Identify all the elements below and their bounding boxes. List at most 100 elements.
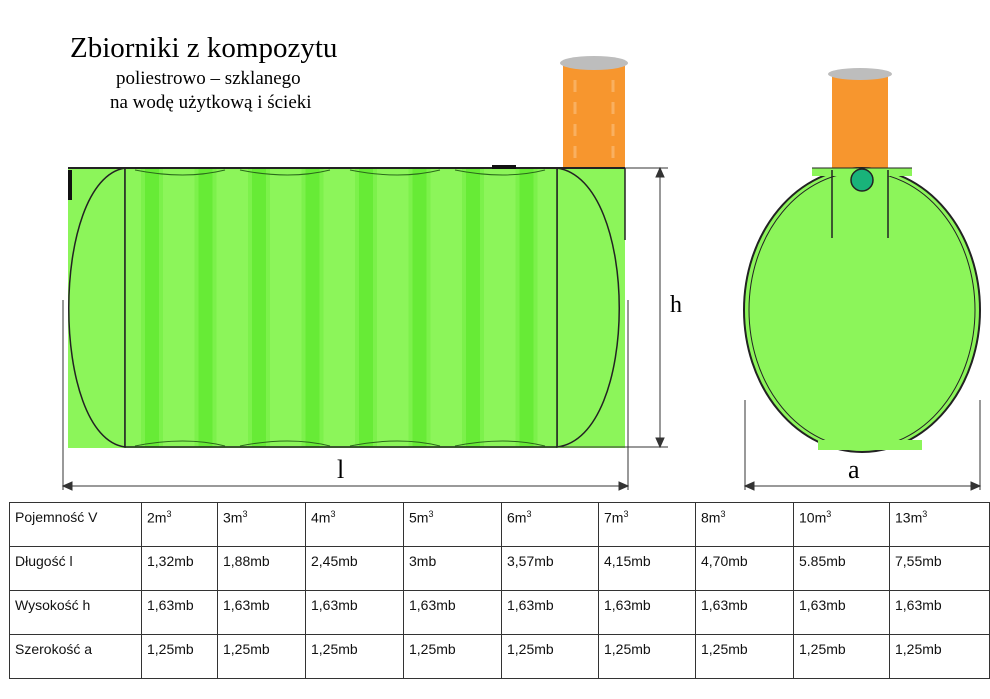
cap-side: [560, 56, 628, 70]
table-cell: 6m3: [501, 502, 599, 547]
cell-value: 1,88mb: [223, 553, 270, 569]
table-cell: 1,63mb: [305, 590, 404, 635]
table-cell: 1,25mb: [695, 634, 794, 679]
table-cell: 3,57mb: [501, 546, 599, 591]
superscript: 3: [826, 509, 832, 519]
superscript: 3: [720, 509, 726, 519]
table-cell: 1,25mb: [598, 634, 696, 679]
cell-value: 1,32mb: [147, 553, 194, 569]
table-cell: 4,70mb: [695, 546, 794, 591]
cell-value: 2,45mb: [311, 553, 358, 569]
table-cell: 4,15mb: [598, 546, 696, 591]
superscript: 3: [428, 509, 434, 519]
label-l: l: [337, 455, 345, 484]
table-cell: 1,63mb: [889, 590, 990, 635]
cell-value: 7m: [604, 509, 624, 526]
cell-value: 1,63mb: [799, 597, 846, 613]
table-row: Długość l 1,32mb 1,88mb 2,45mb 3mb 3,57mb 4,15…: [9, 546, 990, 591]
table-cell: 1,63mb: [695, 590, 794, 635]
riser-side: [563, 65, 625, 168]
cell-value: 4,70mb: [701, 553, 748, 569]
front-view-tank: [743, 68, 981, 453]
cell-value: 1,63mb: [223, 597, 270, 613]
superscript: 3: [922, 509, 928, 519]
cell-value: 3,57mb: [507, 553, 554, 569]
cell-value: 2m: [147, 509, 167, 526]
spec-table: Pojemność V 2m3 3m3 4m3 5m3 6m3 7m3 8m3 10m3 13m3…: [9, 502, 990, 679]
cell-value: 1,63mb: [311, 597, 358, 613]
left-end-cap: [68, 167, 126, 448]
cell-value: 1,25mb: [799, 641, 846, 657]
table-cell: 1,63mb: [217, 590, 306, 635]
table-cell: 1,63mb: [598, 590, 696, 635]
cell-value: 7,55mb: [895, 553, 942, 569]
side-view-tank: [68, 56, 628, 448]
cell-value: 1,63mb: [409, 597, 456, 613]
table-cell: 10m3: [793, 502, 890, 547]
cell-value: 5.85mb: [799, 553, 846, 569]
superscript: 3: [526, 509, 532, 519]
table-cell: 4m3: [305, 502, 404, 547]
table-cell: 1,32mb: [141, 546, 218, 591]
table-cell: 1,25mb: [141, 634, 218, 679]
superscript: 3: [166, 509, 172, 519]
table-cell: 13m3: [889, 502, 990, 547]
table-cell: 2m3: [141, 502, 218, 547]
cell-value: 10m: [799, 509, 827, 526]
table-cell: 1,25mb: [793, 634, 890, 679]
cell-value: 1,25mb: [895, 641, 942, 657]
cell-value: 1,25mb: [701, 641, 748, 657]
cell-value: 1,63mb: [604, 597, 651, 613]
cell-value: 1,25mb: [147, 641, 194, 657]
cell-value: 1,63mb: [895, 597, 942, 613]
table-cell: 1,25mb: [217, 634, 306, 679]
cell-value: 13m: [895, 509, 923, 526]
table-cell: 7m3: [598, 502, 696, 547]
table-cell: 1,25mb: [889, 634, 990, 679]
table-cell: 3mb: [403, 546, 502, 591]
right-end-cap: [556, 167, 620, 448]
table-cell: 1,63mb: [141, 590, 218, 635]
table-cell: 8m3: [695, 502, 794, 547]
table-row: Wysokość h 1,63mb 1,63mb 1,63mb 1,63mb 1,63mb…: [9, 590, 990, 635]
subtitle-1: poliestrowo – szklanego: [116, 68, 301, 89]
cell-value: 1,63mb: [507, 597, 554, 613]
riser-front: [832, 75, 888, 170]
cell-value: 1,63mb: [701, 597, 748, 613]
cell-value: 8m: [701, 509, 721, 526]
label-a: a: [848, 455, 860, 484]
cell-value: 6m: [507, 509, 527, 526]
cell-value: 4m: [311, 509, 331, 526]
table-row: Pojemność V 2m3 3m3 4m3 5m3 6m3 7m3 8m3 10m3 13m3: [9, 502, 990, 547]
row-label: Wysokość h: [9, 590, 142, 635]
superscript: 3: [623, 509, 629, 519]
cap-front: [828, 68, 892, 80]
cell-value: 1,25mb: [409, 641, 456, 657]
superscript: 3: [330, 509, 336, 519]
table-cell: 5.85mb: [793, 546, 890, 591]
cell-value: 4,15mb: [604, 553, 651, 569]
row-label: Szerokość a: [9, 634, 142, 679]
cell-value: 1,25mb: [507, 641, 554, 657]
title: Zbiorniki z kompozytu: [70, 32, 338, 64]
cell-value: 3m: [223, 509, 243, 526]
cell-value: 1,25mb: [311, 641, 358, 657]
table-cell: 1,25mb: [305, 634, 404, 679]
table-cell: 2,45mb: [305, 546, 404, 591]
row-label: Pojemność V: [9, 502, 142, 547]
superscript: 3: [242, 509, 248, 519]
cell-value: 5m: [409, 509, 429, 526]
cell-value: 1,25mb: [604, 641, 651, 657]
ribbed-body: [124, 167, 558, 448]
table-cell: 1,63mb: [403, 590, 502, 635]
inlet-pipe-icon: [850, 168, 874, 192]
table-cell: 7,55mb: [889, 546, 990, 591]
table-row: Szerokość a 1,25mb 1,25mb 1,25mb 1,25mb 1,25m…: [9, 634, 990, 679]
subtitle-2: na wodę użytkową i ścieki: [110, 92, 312, 113]
table-cell: 1,63mb: [793, 590, 890, 635]
cell-value: 1,63mb: [147, 597, 194, 613]
table-cell: 5m3: [403, 502, 502, 547]
table-cell: 1,25mb: [403, 634, 502, 679]
